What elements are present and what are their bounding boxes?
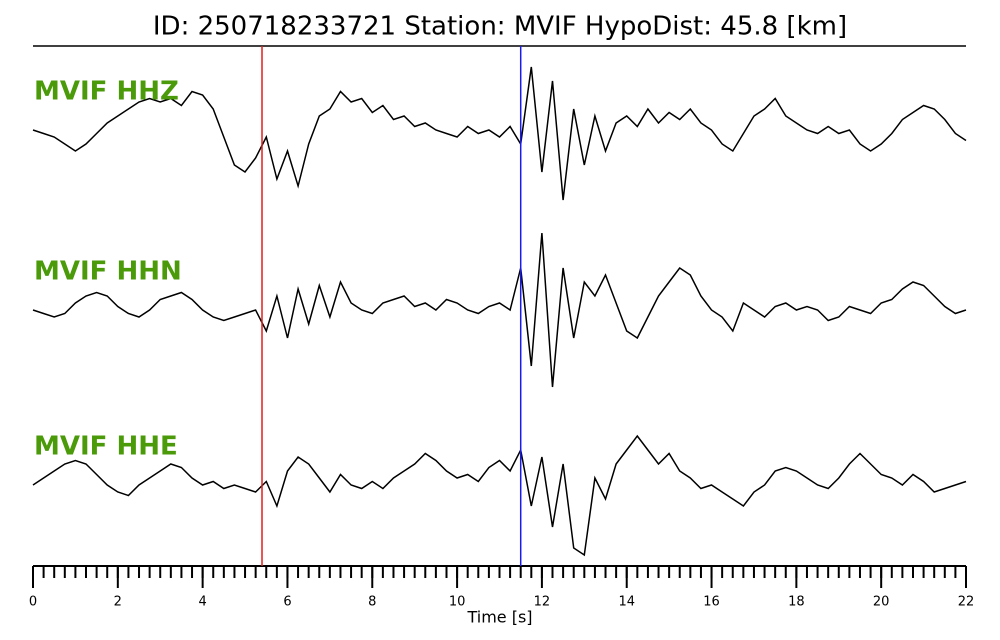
x-tick-label: 4	[198, 595, 206, 610]
x-tick-label: 20	[873, 595, 890, 610]
x-tick-label: 22	[958, 595, 975, 610]
trace-label: MVIF HHZ	[34, 77, 179, 107]
x-tick-label: 0	[29, 595, 37, 610]
x-tick-label: 12	[534, 595, 551, 610]
x-tick-label: 14	[618, 595, 635, 610]
chart-title: ID: 250718233721 Station: MVIF HypoDist:…	[153, 12, 847, 42]
x-tick-label: 2	[114, 595, 122, 610]
trace	[32, 66, 967, 201]
trace	[32, 232, 967, 388]
trace	[32, 434, 967, 557]
x-tick-label: 6	[283, 595, 291, 610]
x-tick-label: 10	[449, 595, 466, 610]
x-tick-label: 18	[788, 595, 805, 610]
x-tick-label: 16	[703, 595, 720, 610]
trace-label: MVIF HHE	[34, 432, 178, 462]
trace-label: MVIF HHN	[34, 257, 182, 287]
x-axis-label: Time [s]	[466, 608, 532, 627]
x-tick-label: 8	[368, 595, 376, 610]
